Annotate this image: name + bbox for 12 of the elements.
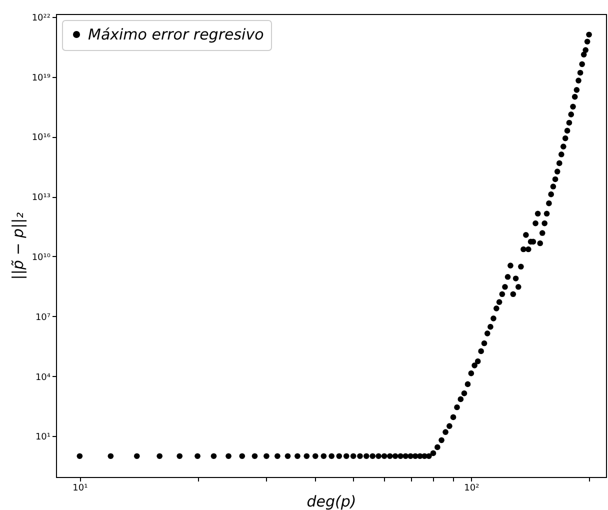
y-tick-label: 10¹⁰ — [32, 252, 51, 263]
x-axis-title: deg(p) — [306, 492, 356, 510]
y-tick-label: 10¹³ — [32, 193, 51, 204]
y-tick-label: 10⁷ — [35, 312, 51, 323]
x-tick-label: 10² — [464, 484, 480, 494]
y-tick-label: 10¹⁶ — [32, 133, 51, 144]
y-tick-label: 10¹⁹ — [32, 73, 51, 84]
y-tick-label: 10²² — [32, 13, 51, 24]
y-axis-title: ||p̃ − p||₂ — [8, 212, 27, 280]
y-tick-label: 10⁴ — [35, 372, 51, 383]
legend-label: Máximo error regresivo — [88, 26, 264, 44]
y-tick-label: 10¹ — [35, 432, 51, 443]
